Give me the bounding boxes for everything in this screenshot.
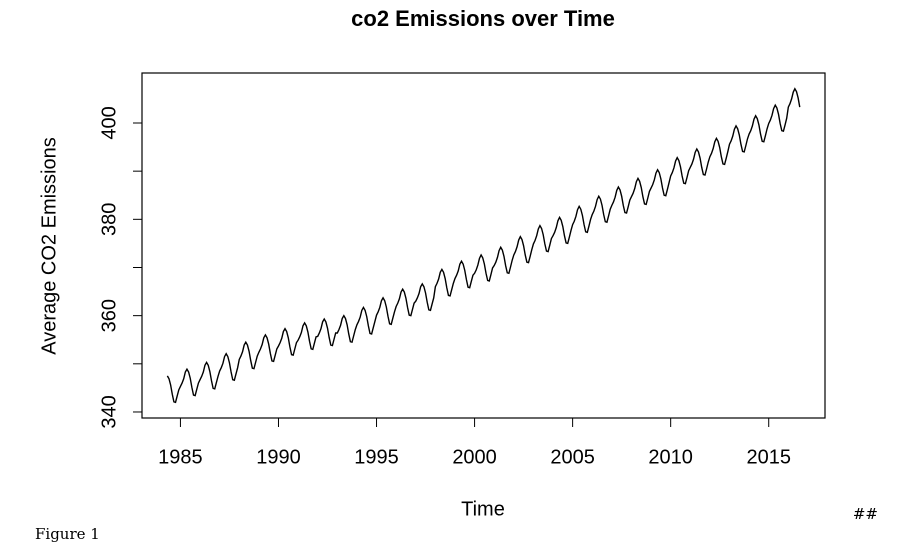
y-tick-label: 360 bbox=[98, 299, 120, 332]
x-tick-label: 2010 bbox=[648, 446, 693, 468]
x-tick-label: 1995 bbox=[354, 446, 399, 468]
y-tick-label: 400 bbox=[98, 106, 120, 139]
y-axis-label: Average CO2 Emissions bbox=[38, 137, 60, 355]
plot-frame bbox=[141, 72, 826, 419]
x-axis-label: Time bbox=[461, 498, 505, 520]
y-tick-label: 380 bbox=[98, 203, 120, 236]
x-tick-label: 1985 bbox=[158, 446, 203, 468]
x-tick-label: 2000 bbox=[452, 446, 497, 468]
y-tick-label: 340 bbox=[98, 395, 120, 428]
x-tick-label: 2015 bbox=[746, 446, 791, 468]
corner-note: ## bbox=[853, 505, 878, 523]
figure-caption: Figure 1 bbox=[35, 525, 100, 543]
chart-title: co2 Emissions over Time bbox=[351, 6, 615, 31]
series-line bbox=[166, 87, 801, 404]
x-tick-label: 1990 bbox=[256, 446, 301, 468]
x-tick-label: 2005 bbox=[550, 446, 595, 468]
